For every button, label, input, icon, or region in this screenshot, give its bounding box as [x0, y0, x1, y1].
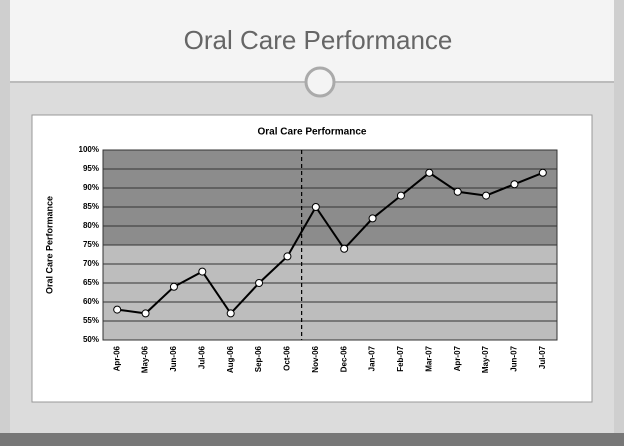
marker	[255, 279, 264, 287]
x-tick-label: Feb-07	[396, 345, 405, 371]
x-tick-label: Apr-06	[112, 345, 121, 371]
x-tick-label: May-06	[141, 345, 150, 373]
y-tick-label: 60%	[83, 297, 99, 306]
y-tick-label: 75%	[83, 240, 99, 249]
x-tick-label: Oct-06	[283, 345, 292, 370]
x-tick-label: Sep-06	[254, 345, 263, 372]
x-tick-label: Jul-06	[197, 345, 206, 369]
slide-title: Oral Care Performance	[184, 25, 453, 55]
marker	[453, 187, 462, 196]
y-axis-label: Oral Care Performance	[44, 196, 54, 294]
y-tick-label: 85%	[83, 202, 99, 211]
marker	[340, 244, 349, 253]
y-tick-label: 65%	[83, 278, 99, 287]
x-tick-label: Apr-07	[453, 345, 462, 371]
chart-title: Oral Care Performance	[258, 127, 367, 138]
marker	[141, 309, 150, 318]
y-tick-label: 100%	[79, 145, 99, 154]
plot-border	[102, 149, 558, 341]
ornament	[304, 66, 336, 98]
line	[117, 171, 544, 315]
x-tick-label: Nov-06	[311, 345, 320, 372]
y-tick-label: 95%	[83, 164, 99, 173]
plot-area-lower	[103, 245, 557, 340]
x-tick-label: Aug-06	[226, 345, 235, 373]
x-tick-label: Jan-07	[368, 345, 377, 371]
x-tick-label: Dec-06	[339, 345, 348, 372]
marker	[283, 252, 292, 261]
marker	[226, 309, 235, 318]
y-tick-label: 70%	[83, 259, 99, 268]
marker	[113, 305, 122, 314]
x-tick-label: Jul-07	[538, 345, 547, 369]
x-tick-label: Jun-07	[510, 345, 519, 371]
y-tick-label: 55%	[83, 316, 99, 325]
x-tick-label: Mar-07	[424, 345, 433, 371]
marker	[396, 191, 405, 200]
marker	[198, 267, 207, 276]
y-tick-label: 90%	[83, 183, 99, 192]
y-tick-label: 50%	[83, 335, 99, 344]
bottom-bar	[0, 433, 624, 446]
marker	[169, 282, 178, 291]
title-area	[10, 0, 614, 82]
y-tick-label: 80%	[83, 221, 99, 230]
x-tick-label: Jun-06	[169, 345, 178, 371]
marker	[311, 203, 320, 211]
marker	[425, 168, 434, 177]
x-tick-label: May-07	[481, 345, 490, 373]
marker	[510, 180, 519, 189]
marker	[538, 168, 547, 177]
marker	[368, 214, 377, 223]
marker	[482, 191, 491, 200]
